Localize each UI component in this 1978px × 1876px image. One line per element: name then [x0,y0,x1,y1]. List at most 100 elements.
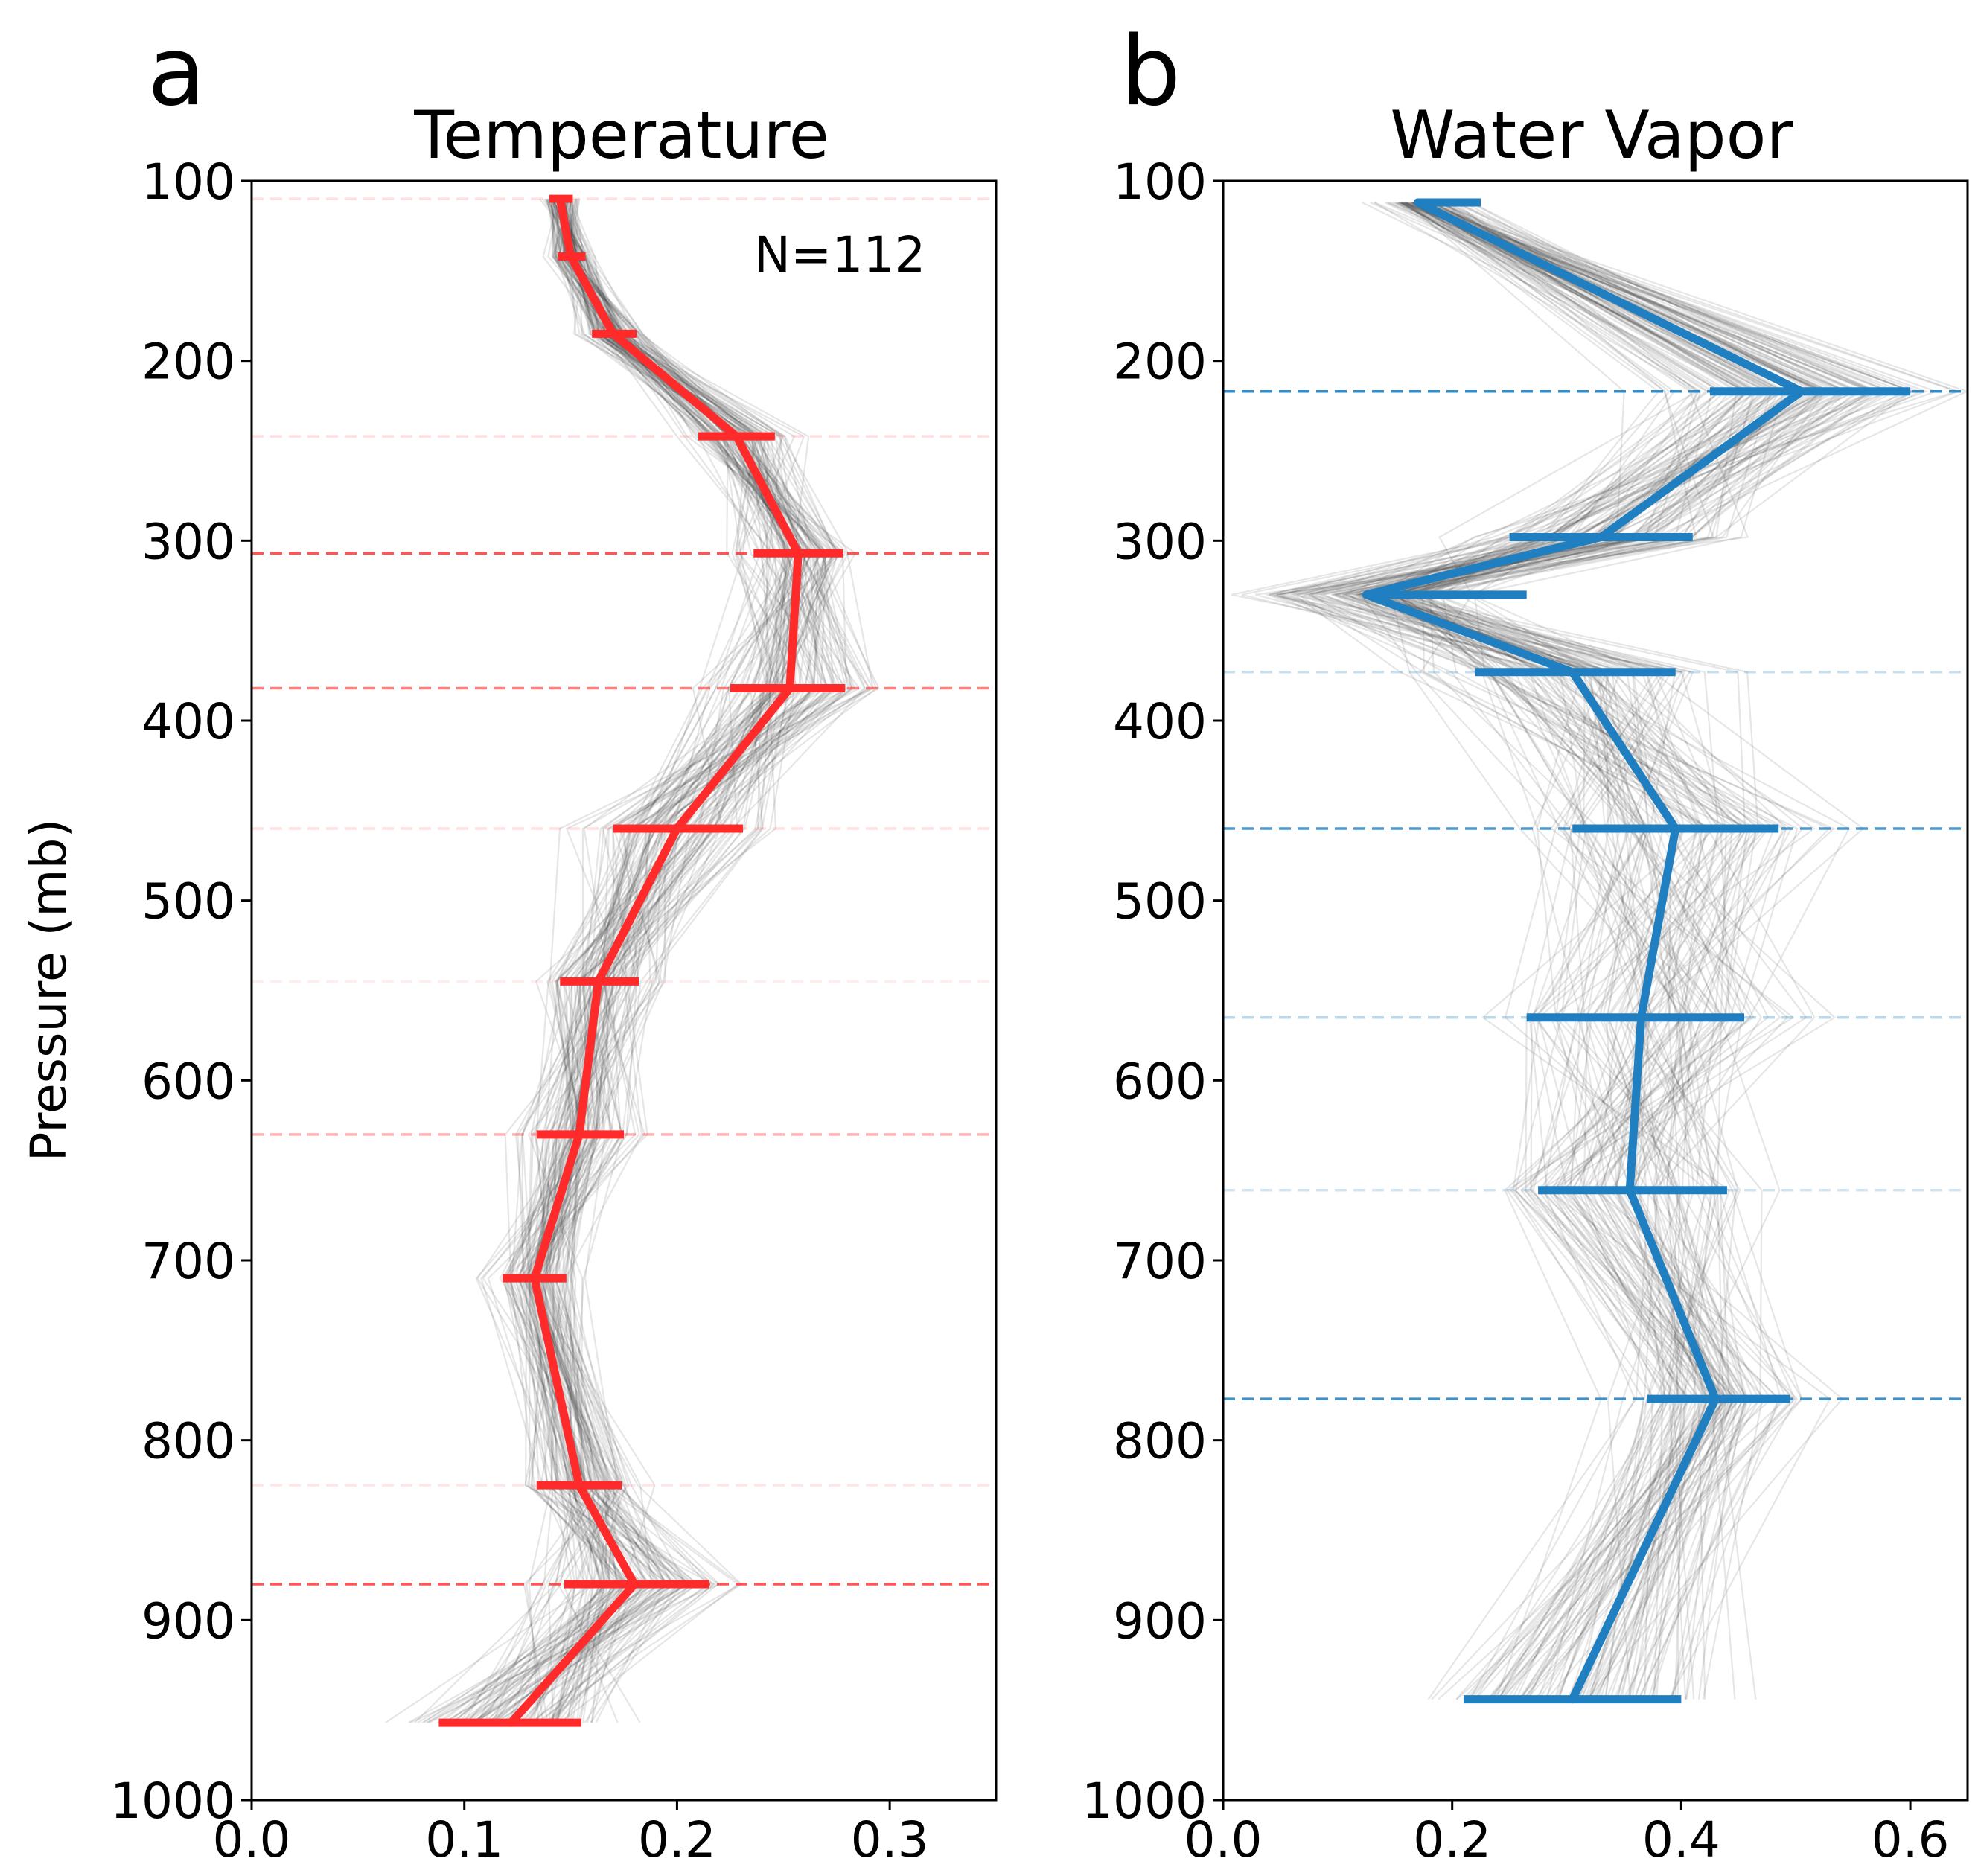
ensemble-member-line [1394,202,1785,1700]
ensemble-member-line [1335,202,1804,1700]
sample-count-annotation: N=112 [754,226,926,284]
ensemble-member-line [1241,201,1939,1700]
y-tick-label: 400 [1113,693,1207,750]
ensemble-member-line [1276,201,1879,1700]
y-tick-label: 300 [1113,513,1207,570]
y-tick-label: 100 [1113,153,1207,211]
ensemble-member-line [1371,202,1748,1700]
y-tick-label: 500 [1113,873,1207,931]
ensemble-member-line [1371,201,1845,1700]
ensemble-member-line [1354,202,1738,1700]
panel-water-vapor: b Water Vapor 100 200 300 400 500 600 700 800 90… [1082,16,1969,1869]
ensemble-member-line [1301,201,1876,1700]
ensemble-member-line [1392,201,1892,1700]
ensemble-member-line [1419,202,1793,1700]
x-tick-label: 0.0 [1184,1811,1263,1869]
ensemble-member-line [475,198,814,1723]
panel-label-b: b [1120,16,1181,127]
y-tick-label: 300 [141,513,235,570]
ensemble-member-line [1390,202,1757,1700]
ensemble-member-line [1330,202,1745,1700]
plot-frame-water-vapor [1222,179,1969,1802]
ensemble-member-line [1403,202,1723,1700]
ensemble-member-line [1372,201,1827,1700]
ensemble-member-line [1389,202,1749,1700]
ensemble-member-line [1370,201,1798,1700]
x-tick-label: 0.0 [213,1811,291,1869]
ensemble-member-line [1365,202,1716,1700]
ensemble-member-line [1416,202,1746,1700]
ensemble-member-line [1342,202,1865,1700]
x-tick-label: 0.2 [638,1811,716,1869]
ensemble-member-line [1376,202,1836,1700]
ensemble-member-line [1376,202,1741,1700]
ensemble-member-line [474,198,828,1724]
ensemble-member-line [1424,202,1746,1700]
ensemble-member-line [1347,202,1749,1700]
ensemble-member-line [1306,201,1857,1700]
ensemble-member-line [1432,202,1809,1700]
ensemble-member-line [1336,202,1684,1700]
ensemble-member-line [474,198,870,1724]
y-tick-label: 400 [141,693,235,750]
ensemble-member-line [1397,201,1915,1700]
ensemble-member-line [1420,202,1735,1700]
ensemble-member-line [1389,202,1796,1700]
chart-title-temperature: Temperature [413,97,829,173]
ensemble-member-line [1319,202,1752,1700]
ensemble-member-line [1295,201,1929,1700]
y-axis-label: Pressure (mb) [20,819,77,1162]
ensemble-member-line [1345,202,1743,1700]
ensemble-member-line [499,199,874,1723]
ensemble-member-line [1415,202,1767,1700]
ensemble-member-line [1379,201,1969,1700]
ensemble-member-line [1304,201,1898,1700]
ensemble-member-line [1312,202,1749,1700]
y-tick-label: 800 [1113,1413,1207,1470]
ensemble-member-line [1407,202,1822,1700]
y-tick-label: 1000 [1082,1773,1207,1830]
ensemble-member-line [1412,201,1961,1700]
ensemble-member-line [1377,202,1810,1700]
ensemble-lines-water-vapor [1231,201,1969,1700]
ensemble-member-line [1353,201,1833,1700]
plot-frame-temperature [250,179,998,1802]
ensemble-member-line [1400,202,1770,1700]
ensemble-member-line [1391,201,1872,1700]
ensemble-member-line [1351,201,1872,1700]
x-tick-label: 0.3 [851,1811,929,1869]
y-tick-label: 600 [1113,1053,1207,1110]
x-tick-label: 0.1 [425,1811,503,1869]
ensemble-member-line [1398,201,1922,1700]
y-tick-label: 700 [141,1233,235,1290]
y-tick-label: 200 [141,334,235,391]
y-tick-label: 600 [141,1053,235,1110]
ensemble-member-line [1403,202,1831,1700]
x-tick-label: 0.4 [1642,1811,1720,1869]
ensemble-member-line [1412,202,1760,1700]
ensemble-member-line [1417,201,1914,1700]
ensemble-member-line [463,199,838,1723]
ensemble-member-line [1269,202,1826,1700]
ensemble-member-line [1268,202,1803,1700]
y-tick-label: 800 [141,1413,235,1470]
mean-profile-water-vapor [1362,198,1911,1704]
ensemble-member-line [1357,202,1763,1700]
x-tick-label: 0.6 [1872,1811,1950,1869]
ensemble-member-line [1400,202,1789,1700]
ensemble-member-line [1376,202,1727,1700]
ensemble-member-line [1361,202,1778,1700]
y-tick-label: 900 [1113,1592,1207,1650]
ensemble-member-line [1342,201,1893,1700]
ensemble-member-line [1387,202,1796,1700]
ensemble-member-line [1394,202,1714,1700]
ensemble-member-line [1362,202,1770,1700]
ensemble-member-line [1378,202,1811,1700]
panel-label-a: a [147,16,205,127]
chart-title-water-vapor: Water Vapor [1390,97,1793,173]
ensemble-member-line [1367,201,1848,1700]
ensemble-member-line [1359,202,1799,1700]
ensemble-member-line [1361,202,1774,1700]
